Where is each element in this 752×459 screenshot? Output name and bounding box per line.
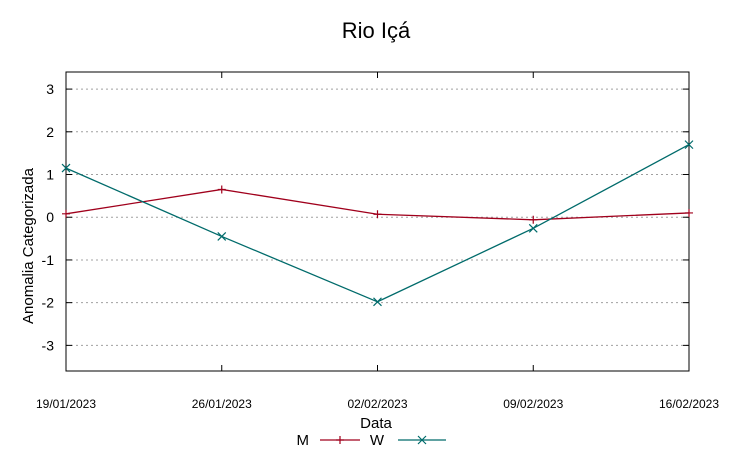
x-axis-label: Data <box>360 415 392 432</box>
x-axis-ticks: 19/01/2023 26/01/2023 02/02/2023 09/02/2023… <box>36 72 719 411</box>
data-point-w <box>217 232 227 241</box>
series-line-w <box>65 144 690 303</box>
data-point-w <box>528 223 538 233</box>
y-tick-label: 2 <box>46 124 54 140</box>
data-point-w <box>61 163 71 173</box>
y-tick-label: 3 <box>46 81 54 97</box>
legend-marker-w <box>417 435 427 445</box>
legend-marker-m <box>336 436 344 444</box>
data-point-m <box>529 215 538 224</box>
x-tick-label: 16/02/2023 <box>659 397 719 411</box>
y-tick-label: 0 <box>46 209 54 225</box>
x-tick-label: 26/01/2023 <box>192 397 252 411</box>
y-axis-ticks: -3 -2 -1 0 1 2 3 <box>42 81 689 353</box>
x-tick-label: 19/01/2023 <box>36 397 96 411</box>
data-point-m <box>685 208 693 217</box>
y-tick-label: -3 <box>42 337 55 353</box>
x-tick-label: 09/02/2023 <box>503 397 563 411</box>
x-tick-label: 02/02/2023 <box>347 397 407 411</box>
series-layer <box>61 140 694 307</box>
plot-area-border <box>65 71 690 372</box>
y-tick-label: 1 <box>46 167 54 183</box>
data-point-w <box>684 140 694 150</box>
legend-label-w: W <box>370 432 385 449</box>
data-point-m <box>373 210 382 219</box>
legend-label-m: M <box>297 432 310 449</box>
y-tick-label: -2 <box>42 295 55 311</box>
y-axis-label: Anomalia Categorizada <box>20 167 37 324</box>
data-point-m <box>62 209 70 218</box>
y-tick-label: -1 <box>42 252 55 268</box>
chart-title: Rio Içá <box>342 18 411 43</box>
data-point-m <box>217 185 226 194</box>
data-point-w <box>373 297 382 307</box>
